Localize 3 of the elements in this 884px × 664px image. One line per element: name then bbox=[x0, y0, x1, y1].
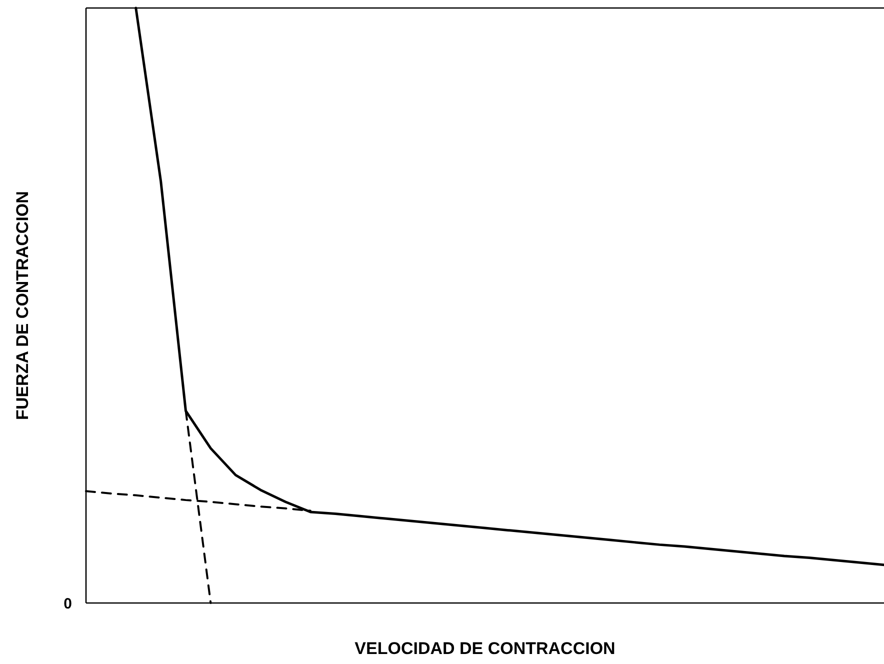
y-axis-title: FUERZA DE CONTRACCION bbox=[13, 191, 32, 420]
x-axis-title: VELOCIDAD DE CONTRACCION bbox=[354, 639, 616, 658]
text: 0 bbox=[64, 595, 72, 612]
